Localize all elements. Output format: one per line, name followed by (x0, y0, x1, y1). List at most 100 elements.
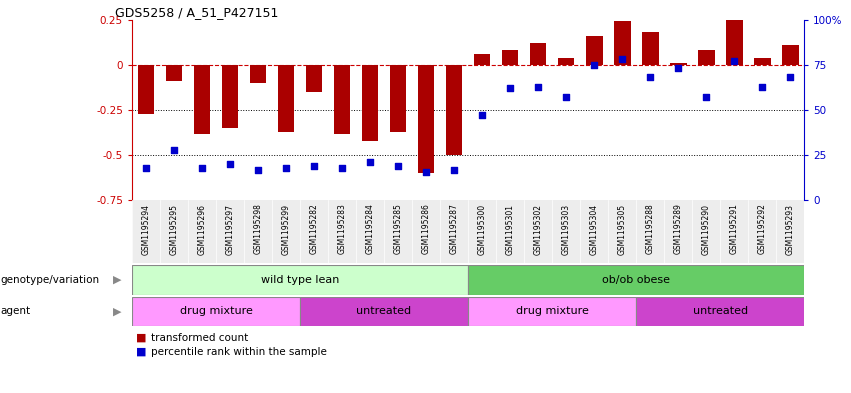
Text: GSM1195292: GSM1195292 (757, 204, 767, 254)
Point (587, 62, 601, 68)
Bar (468, 297, 636, 326)
Bar (468, 200, 496, 263)
Bar (698, 50, 715, 65)
Text: GSM1195285: GSM1195285 (393, 204, 403, 254)
Bar (356, 200, 384, 263)
Bar (412, 200, 440, 263)
Bar (334, 65, 351, 134)
Text: ▶: ▶ (113, 275, 122, 285)
Bar (132, 265, 468, 295)
Bar (692, 200, 720, 263)
Bar (474, 54, 490, 65)
Bar (193, 65, 210, 134)
Bar (726, 20, 743, 65)
Bar (614, 22, 631, 65)
Bar (496, 200, 524, 263)
Text: GSM1195296: GSM1195296 (197, 204, 207, 255)
Text: genotype/variation: genotype/variation (0, 275, 99, 285)
Text: GSM1195289: GSM1195289 (674, 204, 683, 254)
Bar (249, 65, 266, 83)
Text: GSM1195301: GSM1195301 (505, 204, 515, 255)
Text: GSM1195288: GSM1195288 (646, 204, 654, 254)
Point (559, 94, 573, 101)
Point (279, 165, 293, 171)
Bar (300, 200, 328, 263)
Text: percentile rank within the sample: percentile rank within the sample (151, 347, 327, 357)
Text: GSM1195284: GSM1195284 (366, 204, 374, 254)
Point (756, 83, 769, 90)
Bar (664, 200, 692, 263)
Text: drug mixture: drug mixture (180, 307, 253, 316)
Text: GSM1195298: GSM1195298 (254, 204, 262, 254)
Point (643, 74, 657, 81)
Point (728, 58, 741, 64)
Text: GSM1195291: GSM1195291 (729, 204, 739, 254)
Point (671, 65, 685, 72)
Bar (580, 200, 608, 263)
Text: GSM1195305: GSM1195305 (618, 204, 626, 255)
Bar (608, 200, 636, 263)
Bar (418, 65, 434, 173)
Text: GSM1195303: GSM1195303 (562, 204, 570, 255)
Point (307, 163, 321, 169)
Bar (670, 63, 687, 65)
Bar (390, 65, 407, 132)
Text: untreated: untreated (357, 307, 412, 316)
Point (363, 159, 377, 165)
Text: ob/ob obese: ob/ob obese (603, 275, 670, 285)
Point (391, 163, 405, 169)
Bar (221, 65, 238, 128)
Bar (328, 200, 356, 263)
Text: GSM1195283: GSM1195283 (338, 204, 346, 254)
Text: GDS5258 / A_51_P427151: GDS5258 / A_51_P427151 (115, 6, 278, 19)
Point (251, 167, 265, 173)
Bar (720, 200, 748, 263)
Bar (165, 65, 182, 81)
Text: transformed count: transformed count (151, 333, 248, 343)
Text: GSM1195287: GSM1195287 (449, 204, 459, 254)
Bar (776, 200, 804, 263)
Text: GSM1195297: GSM1195297 (226, 204, 234, 255)
Point (531, 83, 545, 90)
Text: GSM1195294: GSM1195294 (141, 204, 151, 255)
Bar (244, 200, 272, 263)
Point (448, 167, 461, 173)
Bar (132, 297, 300, 326)
Text: GSM1195302: GSM1195302 (534, 204, 543, 255)
Bar (782, 45, 798, 65)
Text: drug mixture: drug mixture (516, 307, 589, 316)
Text: agent: agent (0, 307, 30, 316)
Point (503, 85, 517, 92)
Point (139, 165, 152, 171)
Text: untreated: untreated (693, 307, 748, 316)
Bar (188, 200, 216, 263)
Bar (501, 50, 518, 65)
Bar (754, 58, 771, 65)
Text: ■: ■ (136, 347, 146, 357)
Text: GSM1195295: GSM1195295 (169, 204, 179, 255)
Bar (636, 297, 804, 326)
Bar (636, 200, 664, 263)
Point (784, 74, 797, 81)
Point (420, 168, 433, 174)
Bar (138, 65, 154, 114)
Text: GSM1195299: GSM1195299 (282, 204, 290, 255)
Bar (446, 65, 462, 155)
Bar (468, 265, 804, 295)
Bar (272, 200, 300, 263)
Bar (160, 200, 188, 263)
Bar (529, 43, 546, 65)
Text: GSM1195282: GSM1195282 (310, 204, 318, 254)
Bar (300, 297, 468, 326)
Point (700, 94, 713, 101)
Bar (306, 65, 323, 92)
Bar (585, 36, 603, 65)
Text: ▶: ▶ (113, 307, 122, 316)
Bar (552, 200, 580, 263)
Bar (277, 65, 294, 132)
Bar (362, 65, 379, 141)
Point (335, 165, 349, 171)
Bar (216, 200, 244, 263)
Text: GSM1195290: GSM1195290 (702, 204, 711, 255)
Bar (440, 200, 468, 263)
